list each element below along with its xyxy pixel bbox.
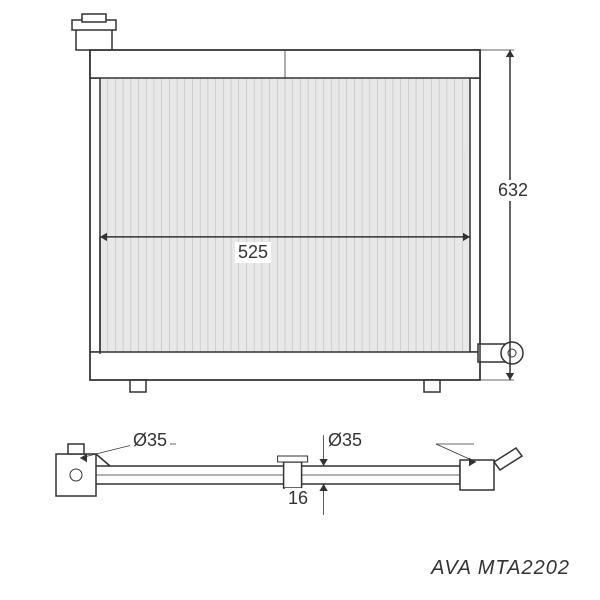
drawing-svg [0, 0, 600, 600]
brand-label: AVA MTA2202 [431, 557, 570, 580]
dim-port-left-label: Ø35 [130, 430, 170, 451]
dim-width-label: 525 [235, 242, 271, 263]
tech-drawing-canvas: 525 632 16 Ø35 Ø35 AVA MTA2202 [0, 0, 600, 600]
dim-height-label: 632 [495, 180, 531, 201]
dim-thickness-label: 16 [285, 488, 311, 509]
dim-port-right-label: Ø35 [325, 430, 365, 451]
